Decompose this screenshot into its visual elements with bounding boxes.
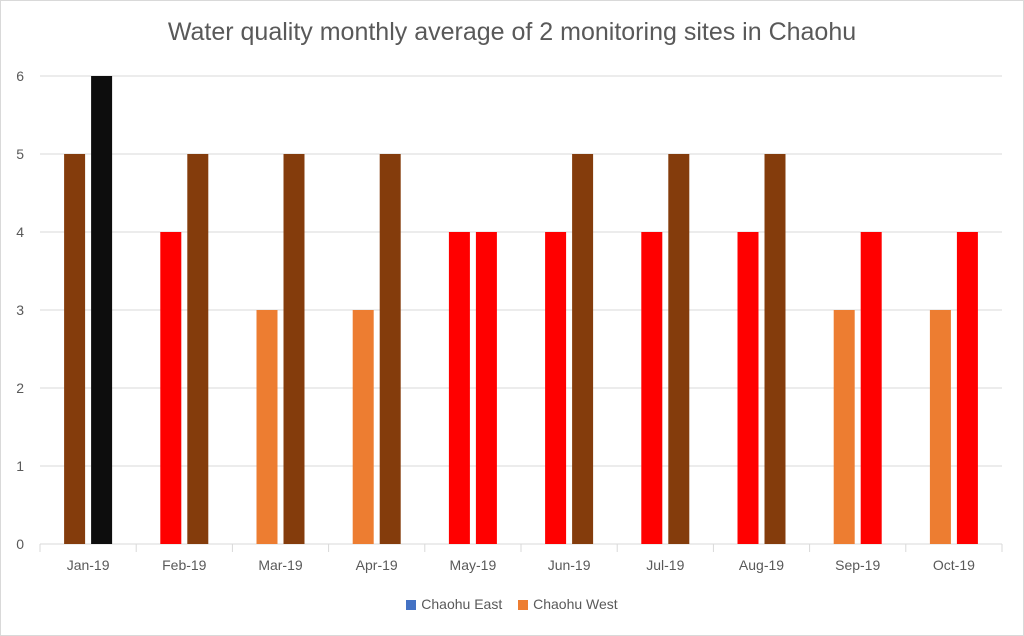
bar-chaohu-west-jan-19 — [91, 76, 113, 544]
y-tick-label: 5 — [16, 146, 24, 162]
bar-chaohu-east-feb-19 — [160, 232, 182, 544]
bar-chaohu-east-may-19 — [448, 232, 470, 544]
x-tick-label: Aug-19 — [739, 557, 784, 573]
y-tick-label: 2 — [16, 380, 24, 396]
bar-chaohu-west-apr-19 — [379, 154, 401, 544]
bar-chaohu-east-jan-19 — [64, 154, 86, 544]
legend-item-chaohu-west: Chaohu West — [518, 596, 618, 612]
bar-chaohu-east-sep-19 — [833, 310, 855, 544]
bar-chaohu-east-mar-19 — [256, 310, 278, 544]
y-tick-label: 1 — [16, 458, 24, 474]
legend-swatch-chaohu-west — [518, 600, 529, 610]
x-tick-label: Mar-19 — [258, 557, 303, 573]
bar-chaohu-west-jun-19 — [572, 154, 594, 544]
legend-label-chaohu-east: Chaohu East — [421, 596, 503, 612]
x-tick-label: Jul-19 — [646, 557, 684, 573]
legend: Chaohu East Chaohu West — [0, 596, 1024, 612]
y-tick-label: 4 — [16, 224, 24, 240]
bar-chaohu-east-aug-19 — [737, 232, 759, 544]
bar-chaohu-west-jul-19 — [668, 154, 690, 544]
bar-chaohu-east-apr-19 — [352, 310, 374, 544]
y-tick-label: 3 — [16, 302, 24, 318]
x-tick-label: Jan-19 — [67, 557, 110, 573]
bar-chaohu-east-jul-19 — [641, 232, 663, 544]
x-tick-label: Sep-19 — [835, 557, 880, 573]
bar-chaohu-west-may-19 — [475, 232, 497, 544]
x-tick-label: May-19 — [450, 557, 497, 573]
bar-chaohu-west-sep-19 — [860, 232, 882, 544]
x-tick-label: Jun-19 — [548, 557, 591, 573]
legend-swatch-chaohu-east — [406, 600, 417, 610]
bar-chaohu-west-mar-19 — [283, 154, 305, 544]
legend-label-chaohu-west: Chaohu West — [533, 596, 618, 612]
bar-chaohu-west-feb-19 — [187, 154, 209, 544]
y-tick-label: 6 — [16, 68, 24, 84]
bar-chaohu-west-oct-19 — [956, 232, 978, 544]
bar-chaohu-west-aug-19 — [764, 154, 786, 544]
legend-item-chaohu-east: Chaohu East — [406, 596, 502, 612]
x-tick-label: Feb-19 — [162, 557, 207, 573]
bar-chaohu-east-jun-19 — [545, 232, 567, 544]
y-tick-label: 0 — [16, 536, 24, 552]
bar-chaohu-east-oct-19 — [929, 310, 951, 544]
x-tick-label: Oct-19 — [933, 557, 975, 573]
x-tick-label: Apr-19 — [356, 557, 398, 573]
chart-title: Water quality monthly average of 2 monit… — [167, 18, 857, 46]
